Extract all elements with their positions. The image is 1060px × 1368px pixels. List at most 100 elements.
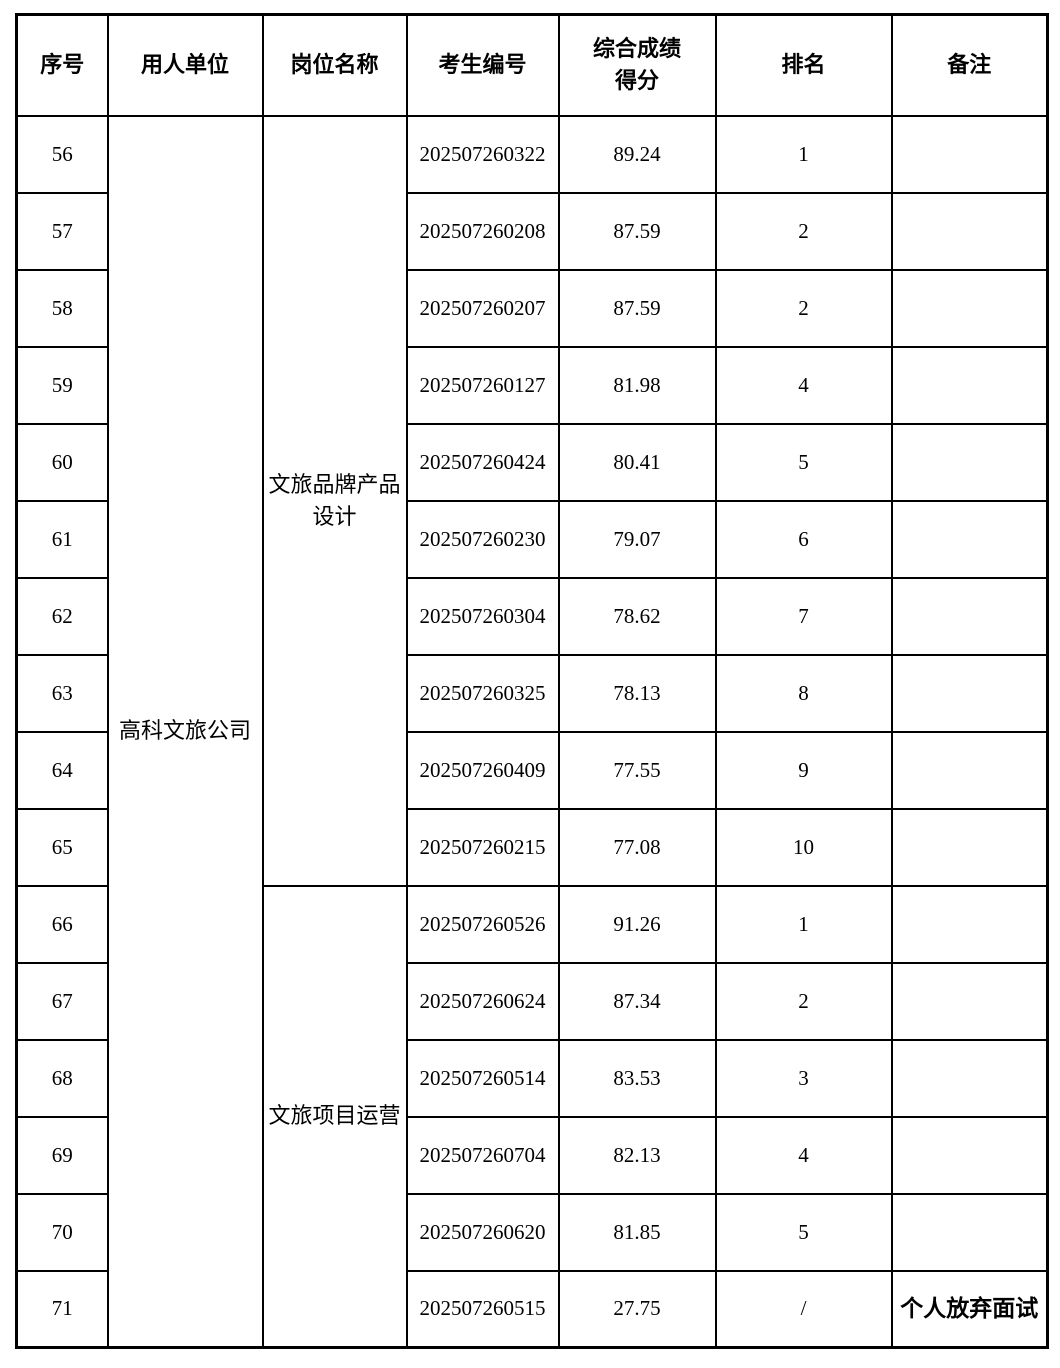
seq-cell: 68 (15, 1038, 109, 1118)
score-cell: 27.75 (557, 1269, 717, 1349)
table-row: 62 202507260304 78.62 7 (15, 576, 1049, 656)
remark-cell (890, 653, 1049, 733)
score-cell: 89.24 (557, 114, 717, 194)
seq-cell: 61 (15, 499, 109, 579)
rank-cell: 2 (714, 191, 893, 271)
table-row: 63 202507260325 78.13 8 (15, 653, 1049, 733)
seq-cell: 71 (15, 1269, 109, 1349)
rank-cell: 5 (714, 422, 893, 502)
table-body: 56 高科文旅公司 文旅品牌产品设计 202507260322 89.24 1 57 2025… (15, 114, 1049, 1349)
remark-cell (890, 1115, 1049, 1195)
rank-cell: 8 (714, 653, 893, 733)
rank-cell: 9 (714, 730, 893, 810)
header-seq-label: 序号 (40, 52, 85, 78)
header-row: 序号 用人单位 岗位名称 考生编号 综合成绩得分 排名 备注 (15, 13, 1049, 117)
header-seq: 序号 (15, 13, 109, 117)
table-row: 67 202507260624 87.34 2 (15, 961, 1049, 1041)
remark-cell (890, 807, 1049, 887)
seq-cell: 67 (15, 961, 109, 1041)
score-table: 序号 用人单位 岗位名称 考生编号 综合成绩得分 排名 备注 56 高科文旅公司文… (15, 13, 1049, 1349)
header-employer: 用人单位 (106, 13, 264, 117)
rank-cell: / (714, 1269, 893, 1349)
header-candidate-no: 考生编号 (405, 13, 560, 117)
remark-cell (890, 499, 1049, 579)
table-row: 57 202507260208 87.59 2 (15, 191, 1049, 271)
table-row: 69 202507260704 82.13 4 (15, 1115, 1049, 1195)
seq-cell: 66 (15, 884, 109, 964)
seq-cell: 58 (15, 268, 109, 348)
table-row: 59 202507260127 81.98 4 (15, 345, 1049, 425)
header-remark-label: 备注 (947, 52, 992, 78)
rank-cell: 7 (714, 576, 893, 656)
table-row: 65 202507260215 77.08 10 (15, 807, 1049, 887)
rank-cell: 2 (714, 268, 893, 348)
table-row: 56 高科文旅公司 文旅品牌产品设计 202507260322 89.24 1 (15, 114, 1049, 1349)
score-cell: 77.55 (557, 730, 717, 810)
remark-cell (890, 345, 1049, 425)
candidate-no-cell: 202507260409 (405, 730, 560, 810)
candidate-no-cell: 202507260230 (405, 499, 560, 579)
header-score: 综合成绩得分 (557, 13, 717, 117)
remark-cell (890, 961, 1049, 1041)
table-row: 70 202507260620 81.85 5 (15, 1192, 1049, 1272)
rank-cell: 6 (714, 499, 893, 579)
seq-cell: 70 (15, 1192, 109, 1272)
remark-cell (890, 1192, 1049, 1272)
score-cell: 79.07 (557, 499, 717, 579)
remark-cell (890, 576, 1049, 656)
table-row: 68 202507260514 83.53 3 (15, 1038, 1049, 1118)
seq-cell: 56 (15, 114, 109, 194)
seq-cell: 69 (15, 1115, 109, 1195)
candidate-no-cell: 202507260304 (405, 576, 560, 656)
header-position: 岗位名称 (261, 13, 408, 117)
rank-cell: 4 (714, 345, 893, 425)
remark-cell (890, 884, 1049, 964)
candidate-no-cell: 202507260208 (405, 191, 560, 271)
candidate-no-cell: 202507260526 (405, 884, 560, 964)
seq-cell: 60 (15, 422, 109, 502)
score-cell: 87.34 (557, 961, 717, 1041)
seq-cell: 59 (15, 345, 109, 425)
remark-cell (890, 730, 1049, 810)
rank-cell: 1 (714, 884, 893, 964)
candidate-no-cell: 202507260624 (405, 961, 560, 1041)
score-cell: 87.59 (557, 191, 717, 271)
table-header: 序号 用人单位 岗位名称 考生编号 综合成绩得分 排名 备注 (15, 13, 1049, 117)
rank-cell: 5 (714, 1192, 893, 1272)
candidate-no-cell: 202507260325 (405, 653, 560, 733)
candidate-no-cell: 202507260704 (405, 1115, 560, 1195)
remark-cell (890, 1038, 1049, 1118)
score-cell: 82.13 (557, 1115, 717, 1195)
header-position-label: 岗位名称 (290, 52, 379, 78)
candidate-no-cell: 202507260424 (405, 422, 560, 502)
rank-cell: 3 (714, 1038, 893, 1118)
candidate-no-cell: 202507260127 (405, 345, 560, 425)
candidate-no-cell: 202507260515 (405, 1269, 560, 1349)
score-cell: 91.26 (557, 884, 717, 964)
position-cell: 文旅品牌产品设计 (261, 114, 408, 887)
table-row: 66 文旅项目运营 202507260526 91.26 1 (15, 884, 1049, 1349)
header-candidate-no-label: 考生编号 (438, 52, 527, 78)
rank-cell: 4 (714, 1115, 893, 1195)
table-row: 64 202507260409 77.55 9 (15, 730, 1049, 810)
table-row: 58 202507260207 87.59 2 (15, 268, 1049, 348)
table-row: 71 202507260515 27.75/个人放弃面试 (15, 1269, 1049, 1349)
table-row: 60 202507260424 80.41 5 (15, 422, 1049, 502)
header-rank-label: 排名 (781, 52, 826, 78)
remark-cell (890, 268, 1049, 348)
score-cell: 80.41 (557, 422, 717, 502)
rank-cell: 10 (714, 807, 893, 887)
seq-cell: 62 (15, 576, 109, 656)
candidate-no-cell: 202507260620 (405, 1192, 560, 1272)
seq-cell: 63 (15, 653, 109, 733)
remark-cell: 个人放弃面试 (890, 1269, 1049, 1349)
header-remark: 备注 (890, 13, 1049, 117)
score-cell: 87.59 (557, 268, 717, 348)
score-cell: 77.08 (557, 807, 717, 887)
seq-cell: 57 (15, 191, 109, 271)
table-row: 61 202507260230 79.07 6 (15, 499, 1049, 579)
seq-cell: 64 (15, 730, 109, 810)
score-cell: 83.53 (557, 1038, 717, 1118)
seq-cell: 65 (15, 807, 109, 887)
